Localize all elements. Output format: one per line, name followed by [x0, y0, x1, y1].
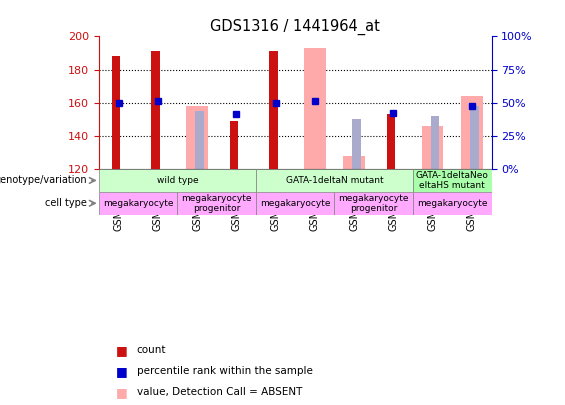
Text: genotype/variation: genotype/variation — [0, 175, 87, 185]
Text: cell type: cell type — [45, 198, 87, 208]
Bar — [431, 116, 440, 169]
Bar — [229, 121, 238, 169]
Text: megakaryocyte: megakaryocyte — [260, 199, 331, 208]
Bar — [334, 192, 413, 215]
Bar — [461, 96, 483, 169]
Text: percentile rank within the sample: percentile rank within the sample — [137, 367, 312, 376]
Bar — [352, 119, 361, 169]
Text: wild type: wild type — [157, 176, 198, 185]
Bar — [304, 48, 325, 169]
Bar — [413, 169, 492, 192]
Text: ■: ■ — [116, 365, 128, 378]
Text: megakaryocyte
progenitor: megakaryocyte progenitor — [181, 194, 252, 213]
Text: value, Detection Call = ABSENT: value, Detection Call = ABSENT — [137, 388, 302, 397]
Bar — [256, 169, 413, 192]
Bar — [99, 192, 177, 215]
Bar — [344, 156, 365, 169]
Text: megakaryocyte: megakaryocyte — [417, 199, 488, 208]
Bar — [195, 111, 204, 169]
Title: GDS1316 / 1441964_at: GDS1316 / 1441964_at — [210, 19, 380, 35]
Bar — [386, 114, 396, 169]
Bar — [413, 192, 492, 215]
Text: GATA-1deltaNeo
eltaHS mutant: GATA-1deltaNeo eltaHS mutant — [416, 171, 489, 190]
Text: count: count — [137, 345, 166, 355]
Bar — [269, 51, 277, 169]
Bar — [256, 192, 334, 215]
Bar — [422, 126, 444, 169]
Text: megakaryocyte
progenitor: megakaryocyte progenitor — [338, 194, 409, 213]
Bar — [177, 192, 256, 215]
Bar — [112, 56, 120, 169]
Bar — [99, 169, 256, 192]
Text: ■: ■ — [116, 386, 128, 399]
Text: GATA-1deltaN mutant: GATA-1deltaN mutant — [286, 176, 383, 185]
Bar — [470, 106, 479, 169]
Bar — [186, 106, 208, 169]
Text: ■: ■ — [116, 344, 128, 357]
Text: megakaryocyte: megakaryocyte — [103, 199, 173, 208]
Bar — [151, 51, 160, 169]
